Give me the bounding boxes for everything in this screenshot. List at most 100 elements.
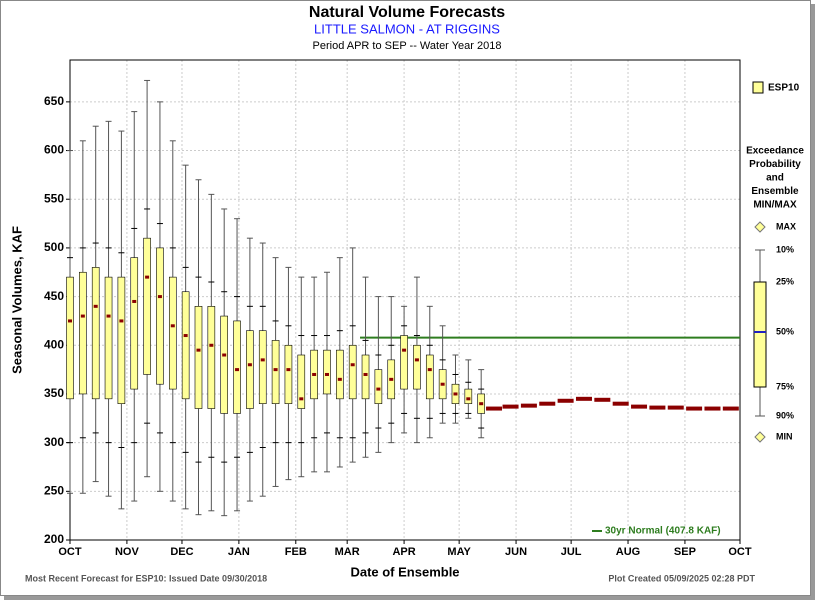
x-tick-label: JUL xyxy=(561,546,582,558)
footer-left: Most Recent Forecast for ESP10: Issued D… xyxy=(25,573,267,583)
median xyxy=(235,368,240,372)
box xyxy=(168,276,177,390)
median xyxy=(479,402,484,406)
x-tick-label: SEP xyxy=(674,546,696,558)
box xyxy=(117,276,126,404)
median xyxy=(414,358,419,362)
legend-title: Exceedance xyxy=(746,146,804,157)
period: Period APR to SEP -- Water Year 2018 xyxy=(313,40,502,52)
y-tick-label: 600 xyxy=(44,143,64,157)
y-tick-label: 400 xyxy=(44,337,64,351)
median xyxy=(389,377,394,381)
box xyxy=(66,276,74,400)
x-tick-label: JAN xyxy=(228,546,250,558)
y-axis-label: Seasonal Volumes, KAF xyxy=(9,226,24,374)
box xyxy=(233,320,241,414)
box xyxy=(104,276,113,400)
x-tick-label: OCT xyxy=(728,546,752,558)
median xyxy=(286,368,291,372)
median xyxy=(106,314,111,318)
median xyxy=(145,275,150,279)
median xyxy=(520,403,537,408)
x-tick-label: DEC xyxy=(170,546,193,558)
box xyxy=(130,257,139,390)
legend-label: 25% xyxy=(776,276,794,286)
box xyxy=(181,291,190,400)
box xyxy=(297,354,306,409)
median xyxy=(80,314,85,318)
box xyxy=(464,388,473,404)
y-tick-label: 250 xyxy=(44,483,64,497)
median xyxy=(649,405,666,410)
legend-label: MIN xyxy=(776,431,793,441)
y-tick-label: 500 xyxy=(44,240,64,254)
x-tick-label: NOV xyxy=(115,546,140,558)
median xyxy=(363,372,368,376)
legend-title: Ensemble xyxy=(751,186,799,197)
y-tick-label: 550 xyxy=(44,191,64,205)
median xyxy=(539,401,556,406)
legend-diamond xyxy=(754,221,766,233)
box xyxy=(374,369,383,404)
median xyxy=(119,319,124,323)
legend-label: 10% xyxy=(776,244,794,254)
median xyxy=(594,397,611,402)
chart-title: Natural Volume Forecasts xyxy=(309,4,505,21)
median xyxy=(247,363,252,367)
median xyxy=(312,372,317,376)
x-tick-label: OCT xyxy=(58,546,82,558)
footer-right: Plot Created 05/09/2025 02:28 PDT xyxy=(608,573,755,583)
legend-label: 90% xyxy=(776,410,794,420)
median xyxy=(440,382,445,386)
box xyxy=(246,330,254,409)
median xyxy=(453,392,458,396)
median xyxy=(260,358,265,362)
box xyxy=(271,340,280,404)
legend-swatch xyxy=(752,81,764,94)
median xyxy=(704,406,721,411)
y-tick-label: 300 xyxy=(44,435,64,449)
median xyxy=(132,299,137,303)
legend-label: 75% xyxy=(776,381,794,391)
legend-title: MIN/MAX xyxy=(753,200,797,211)
shadow xyxy=(4,596,815,600)
x-tick-label: JUN xyxy=(505,546,527,558)
box xyxy=(348,344,357,400)
median xyxy=(722,406,739,411)
legend-title: and xyxy=(766,173,784,184)
median xyxy=(612,401,629,406)
median xyxy=(502,404,519,409)
y-tick-label: 450 xyxy=(44,289,64,303)
median xyxy=(667,405,684,410)
x-tick-label: MAY xyxy=(447,546,471,558)
median xyxy=(157,295,162,299)
x-tick-label: AUG xyxy=(616,546,640,558)
median xyxy=(557,398,574,403)
median xyxy=(376,387,381,391)
median xyxy=(93,304,98,308)
median xyxy=(486,406,503,411)
box xyxy=(361,354,370,400)
median xyxy=(631,404,648,409)
y-tick-label: 650 xyxy=(44,94,64,108)
box xyxy=(336,349,344,400)
y-tick-label: 200 xyxy=(44,532,64,546)
shadow xyxy=(811,4,815,600)
box xyxy=(425,354,434,400)
box xyxy=(284,344,293,404)
median xyxy=(299,397,304,401)
legend-box xyxy=(753,281,767,388)
median xyxy=(324,372,329,376)
x-tick-label: APR xyxy=(392,546,415,558)
box xyxy=(91,267,100,400)
box xyxy=(413,344,421,390)
median xyxy=(183,334,188,338)
legend-label: MAX xyxy=(776,221,796,231)
median xyxy=(68,319,72,323)
chart-subtitle: LITTLE SALMON - AT RIGGINS xyxy=(314,21,500,36)
box xyxy=(156,247,164,385)
median xyxy=(170,324,175,328)
box xyxy=(220,315,228,414)
x-tick-label: MAR xyxy=(335,546,360,558)
median xyxy=(209,343,214,347)
